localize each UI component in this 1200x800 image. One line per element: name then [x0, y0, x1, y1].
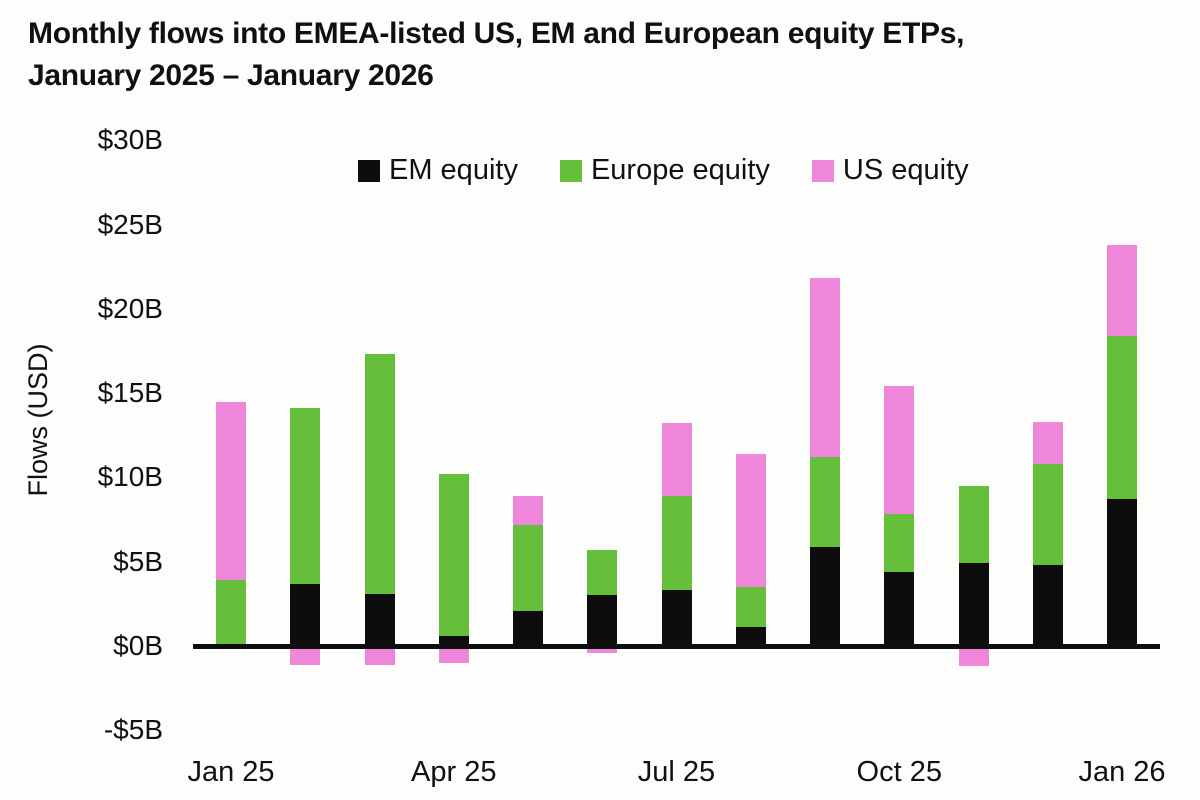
segment-europe-equity-nov-25 [958, 485, 989, 564]
legend-label-em-equity: EM equity [389, 154, 518, 186]
y-tick-label--5b: -$5B [103, 714, 163, 746]
segment-em-equity-feb-25 [290, 583, 321, 646]
segment-us-equity-may-25 [513, 495, 543, 525]
chart-title-line2: January 2025 – January 2026 [28, 59, 434, 92]
segment-us-equity-sep-25 [810, 278, 840, 458]
segment-us-equity-feb-25 [290, 646, 321, 665]
segment-us-equity-jan-25 [216, 401, 246, 581]
legend-label-europe-equity: Europe equity [590, 154, 770, 186]
x-tick-label-jan-26: Jan 26 [1078, 756, 1166, 788]
segment-europe-equity-jan-26 [1107, 335, 1137, 500]
segment-europe-equity-mar-25 [364, 354, 395, 594]
segment-us-equity-jul-25 [661, 423, 692, 496]
segment-em-equity-jul-25 [661, 590, 692, 646]
x-tick-label-jan-25: Jan 25 [187, 756, 275, 788]
segment-europe-equity-feb-25 [290, 408, 321, 584]
segment-europe-equity-oct-25 [884, 514, 915, 572]
segment-us-equity-dec-25 [1032, 421, 1063, 464]
segment-em-equity-dec-25 [1032, 565, 1063, 646]
segment-europe-equity-sep-25 [810, 457, 840, 547]
segment-em-equity-mar-25 [364, 593, 395, 646]
em-equity-swatch-icon [358, 159, 380, 182]
segment-em-equity-nov-25 [958, 563, 989, 646]
segment-us-equity-apr-25 [438, 646, 469, 663]
segment-em-equity-oct-25 [884, 571, 915, 646]
segment-us-equity-aug-25 [735, 453, 766, 587]
y-tick-label--25b: $25B [97, 208, 163, 240]
segment-em-equity-aug-25 [735, 627, 766, 646]
legend-item-em-equity: EM equity [358, 154, 518, 187]
chart-title-line1: Monthly flows into EMEA-listed US, EM an… [28, 17, 965, 50]
segment-us-equity-jun-25 [587, 646, 618, 653]
segment-us-equity-jan-26 [1107, 244, 1137, 336]
x-tick-label-apr-25: Apr 25 [411, 756, 497, 788]
segment-europe-equity-aug-25 [735, 586, 766, 628]
us-equity-swatch-icon [811, 159, 834, 182]
x-axis-line [193, 644, 1160, 649]
europe-equity-swatch-icon [559, 159, 582, 182]
y-axis-title: Flows (USD) [23, 343, 53, 497]
segment-em-equity-jun-25 [587, 595, 618, 646]
segment-us-equity-oct-25 [884, 386, 915, 515]
y-tick-label--20b: $20B [97, 292, 163, 324]
y-tick-label--10b: $10B [97, 461, 163, 493]
segment-em-equity-sep-25 [810, 546, 840, 646]
chart-title: Monthly flows into EMEA-listed US, EM an… [28, 13, 964, 97]
y-tick-label--0b: $0B [113, 630, 163, 661]
x-tick-label-oct-25: Oct 25 [856, 756, 942, 788]
segment-us-equity-nov-25 [958, 646, 989, 667]
segment-europe-equity-apr-25 [438, 474, 469, 636]
y-tick-label--15b: $15B [97, 377, 163, 409]
segment-europe-equity-jun-25 [587, 549, 618, 596]
segment-europe-equity-dec-25 [1032, 463, 1063, 566]
legend-item-us-equity: US equity [811, 154, 969, 187]
segment-europe-equity-jan-25 [216, 580, 246, 646]
segment-em-equity-jan-26 [1107, 499, 1137, 646]
legend-item-europe-equity: Europe equity [559, 154, 770, 187]
legend-label-us-equity: US equity [842, 154, 969, 186]
y-tick-label--5b: $5B [113, 545, 163, 577]
y-tick-label--30b: $30B [97, 124, 163, 156]
x-tick-label-jul-25: Jul 25 [637, 756, 716, 788]
legend: EM equity Europe equity US equity [358, 154, 969, 187]
segment-em-equity-apr-25 [438, 635, 469, 646]
segment-us-equity-mar-25 [364, 646, 395, 665]
segment-europe-equity-jul-25 [661, 495, 692, 591]
segment-europe-equity-may-25 [513, 524, 543, 611]
segment-em-equity-may-25 [513, 610, 543, 646]
